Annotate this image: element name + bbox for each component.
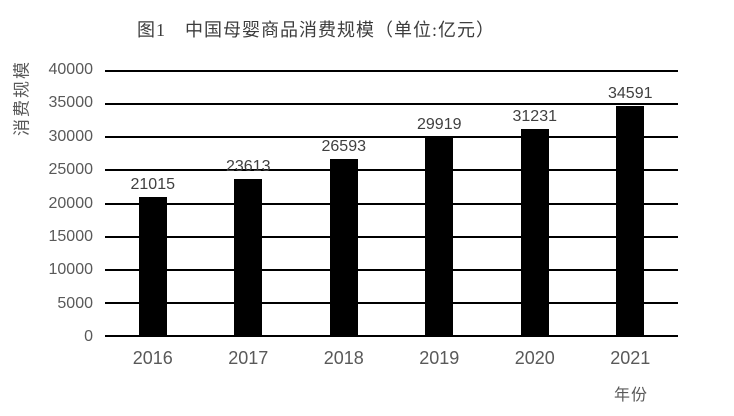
bar bbox=[425, 137, 454, 337]
y-tick-label: 40000 bbox=[48, 61, 94, 78]
bar-value-label: 23613 bbox=[226, 158, 271, 175]
bar-slot: 34591 bbox=[583, 70, 679, 337]
x-tick-label: 2018 bbox=[323, 348, 364, 368]
y-tick-label: 0 bbox=[84, 328, 93, 345]
bar-value-label: 26593 bbox=[321, 138, 367, 155]
bar-value-label: 34591 bbox=[608, 85, 653, 102]
bar bbox=[138, 197, 167, 337]
gridline bbox=[105, 335, 678, 337]
bar-slot: 23613 bbox=[201, 70, 297, 337]
bar bbox=[616, 106, 645, 337]
x-axis-title: 年份 bbox=[613, 387, 648, 404]
x-axis-ticks: 2016 2017 2018 2019 2020 2021 bbox=[105, 348, 678, 369]
bar bbox=[329, 159, 358, 337]
x-tick-label: 2021 bbox=[610, 348, 651, 368]
gridline bbox=[105, 136, 678, 138]
x-tick-label: 2020 bbox=[514, 348, 555, 368]
gridline bbox=[105, 203, 678, 205]
y-tick-label: 35000 bbox=[48, 94, 94, 112]
bar-slot: 21015 bbox=[105, 70, 201, 337]
bar-value-label: 21015 bbox=[130, 176, 176, 193]
y-tick-label: 5000 bbox=[57, 294, 93, 312]
gridline bbox=[105, 236, 678, 238]
y-tick-label: 30000 bbox=[48, 127, 94, 145]
bar bbox=[520, 129, 549, 337]
x-tick-label: 2017 bbox=[228, 348, 269, 368]
y-tick-label: 20000 bbox=[48, 194, 94, 212]
gridline bbox=[105, 302, 678, 304]
gridline bbox=[105, 169, 678, 171]
x-tick-label: 2016 bbox=[132, 348, 173, 368]
y-tick-label: 25000 bbox=[48, 161, 94, 179]
bar-slot: 26593 bbox=[296, 70, 392, 337]
x-tick-label: 2019 bbox=[419, 348, 460, 368]
bar-slot: 31231 bbox=[487, 70, 583, 337]
gridline bbox=[105, 70, 678, 72]
y-tick-label: 10000 bbox=[48, 261, 94, 279]
bar-value-label: 31231 bbox=[512, 108, 558, 125]
y-axis-ticks: 40000 35000 30000 25000 20000 15000 10000 5000 0 bbox=[0, 60, 94, 347]
chart-title: 图1 中国母婴商品消费规模（单位:亿元） bbox=[137, 20, 495, 40]
bar bbox=[234, 179, 263, 337]
bar-value-label: 29919 bbox=[417, 116, 462, 133]
plot-area: 21015 23613 26593 29919 31231 34591 bbox=[105, 70, 678, 337]
gridline bbox=[105, 103, 678, 105]
y-tick-label: 15000 bbox=[48, 227, 94, 245]
bar-slot: 29919 bbox=[392, 70, 488, 337]
gridline bbox=[105, 269, 678, 271]
bar-series: 21015 23613 26593 29919 31231 34591 bbox=[105, 70, 678, 337]
